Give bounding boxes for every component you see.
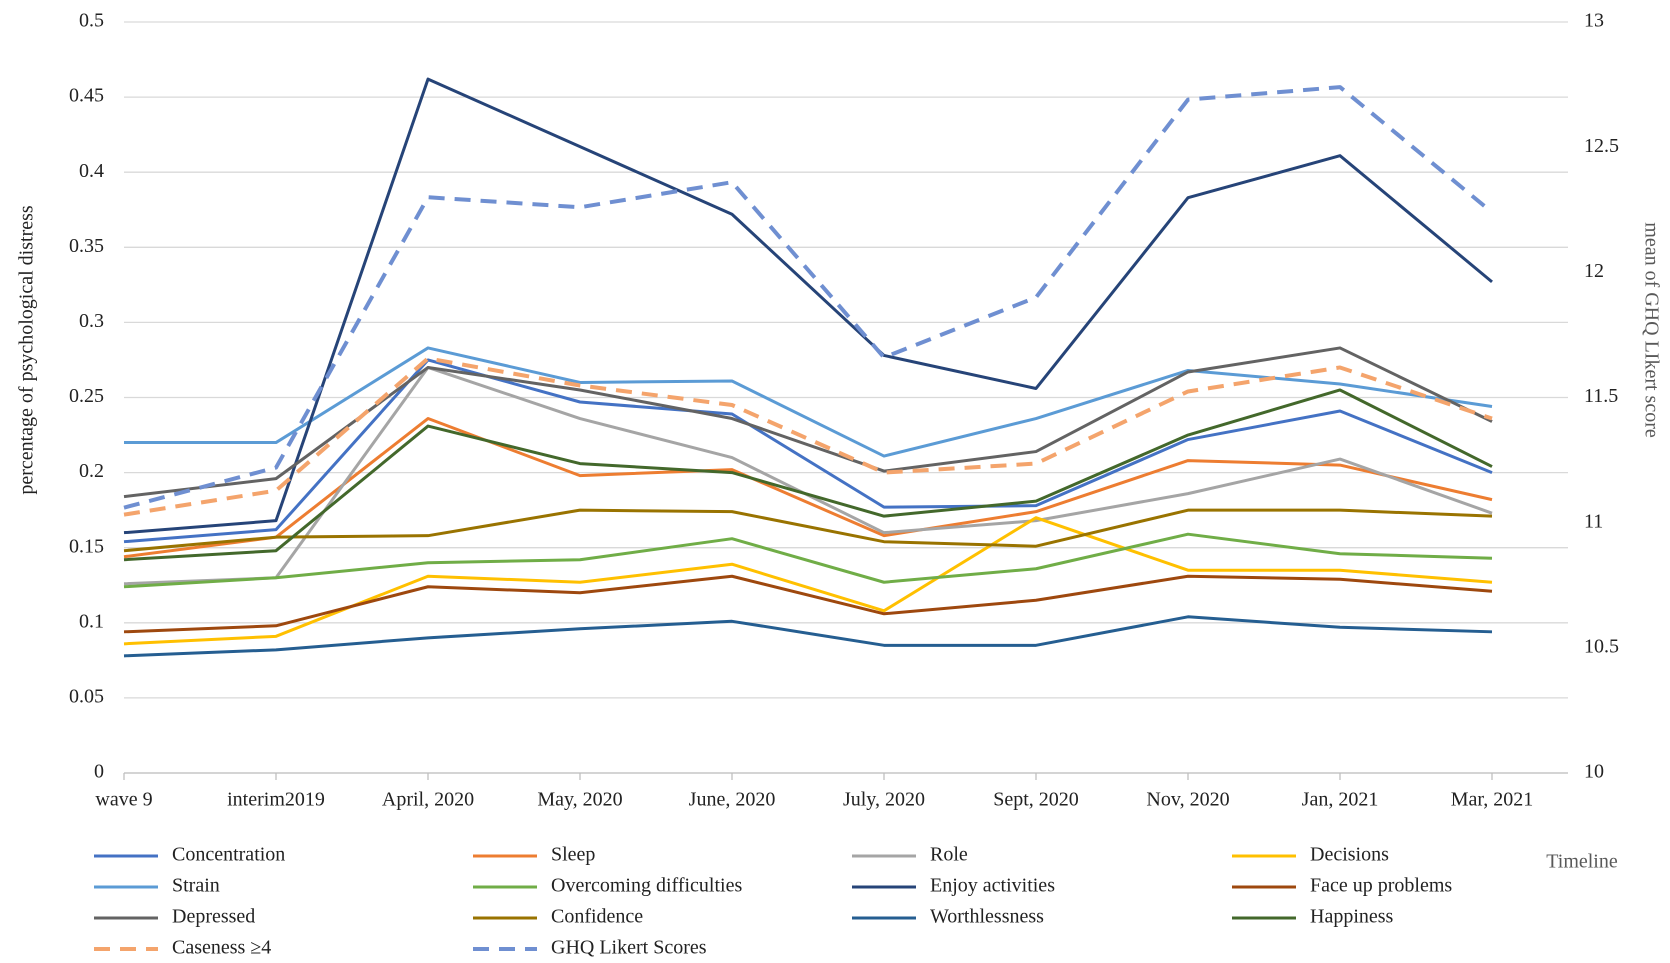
x-tick-label: Sept, 2020 bbox=[993, 789, 1079, 811]
legend-label: GHQ Likert Scores bbox=[551, 937, 707, 959]
x-tick-label: wave 9 bbox=[95, 789, 152, 811]
y2-tick-label: 12 bbox=[1584, 260, 1604, 282]
legend-label: Caseness ≥4 bbox=[172, 937, 271, 959]
series-line bbox=[123, 532, 1493, 589]
series-line bbox=[123, 508, 1493, 553]
y2-tick-label: 11.5 bbox=[1584, 385, 1618, 407]
legend-label: Depressed bbox=[172, 906, 255, 928]
legend-label: Strain bbox=[172, 875, 220, 897]
x-tick-label: Mar, 2021 bbox=[1451, 789, 1534, 811]
legend-label: Confidence bbox=[551, 906, 643, 928]
x-axis-label: Timeline bbox=[1546, 851, 1618, 873]
legend-label: Happiness bbox=[1310, 906, 1394, 928]
series-line bbox=[123, 417, 1493, 559]
x-tick-label: June, 2020 bbox=[689, 789, 776, 811]
legend-label: Worthlessness bbox=[930, 906, 1044, 928]
y-tick-label: 0.45 bbox=[69, 85, 104, 107]
y-tick-label: 0.2 bbox=[79, 460, 104, 482]
x-tick-label: Jan, 2021 bbox=[1302, 789, 1379, 811]
legend-label: Face up problems bbox=[1310, 875, 1452, 897]
y-tick-label: 0.15 bbox=[69, 535, 104, 557]
y-tick-label: 0.35 bbox=[69, 235, 104, 257]
x-tick-label: July, 2020 bbox=[843, 789, 925, 811]
x-tick-label: Nov, 2020 bbox=[1146, 789, 1229, 811]
y2-axis-label: mean of GHQ LIkert score bbox=[1640, 222, 1662, 438]
y-tick-label: 0.4 bbox=[79, 160, 104, 182]
y-tick-label: 0.05 bbox=[69, 685, 104, 707]
series-line bbox=[123, 574, 1493, 634]
legend-label: Sleep bbox=[551, 844, 595, 866]
y-tick-label: 0.25 bbox=[69, 385, 104, 407]
legend-label: Concentration bbox=[172, 844, 285, 866]
series-line bbox=[123, 346, 1493, 499]
y-tick-label: 0.1 bbox=[79, 610, 104, 632]
series-line bbox=[123, 365, 1493, 586]
series-line bbox=[123, 77, 1493, 535]
y2-tick-label: 13 bbox=[1584, 10, 1604, 32]
x-tick-label: May, 2020 bbox=[537, 789, 622, 811]
y-tick-label: 0.3 bbox=[79, 310, 104, 332]
series-line bbox=[123, 388, 1493, 562]
x-tick-label: April, 2020 bbox=[382, 789, 474, 811]
y2-tick-label: 10.5 bbox=[1584, 635, 1619, 657]
y-tick-label: 0.5 bbox=[79, 10, 104, 32]
y-axis-label: percentage of psychological distress bbox=[16, 205, 38, 495]
series-line bbox=[123, 85, 1494, 510]
y2-tick-label: 12.5 bbox=[1584, 135, 1619, 157]
series-line bbox=[123, 356, 1493, 517]
legend-label: Overcoming difficulties bbox=[551, 875, 742, 897]
legend-label: Role bbox=[930, 844, 968, 866]
legend-label: Enjoy activities bbox=[930, 875, 1055, 897]
x-tick-label: interim2019 bbox=[227, 789, 325, 811]
series-line bbox=[124, 346, 1493, 458]
series-line bbox=[123, 615, 1493, 658]
y2-tick-label: 11 bbox=[1584, 510, 1603, 532]
series-line bbox=[123, 358, 1493, 544]
y2-tick-label: 10 bbox=[1584, 761, 1604, 783]
legend-label: Decisions bbox=[1310, 844, 1389, 866]
y-tick-label: 0 bbox=[94, 761, 104, 783]
